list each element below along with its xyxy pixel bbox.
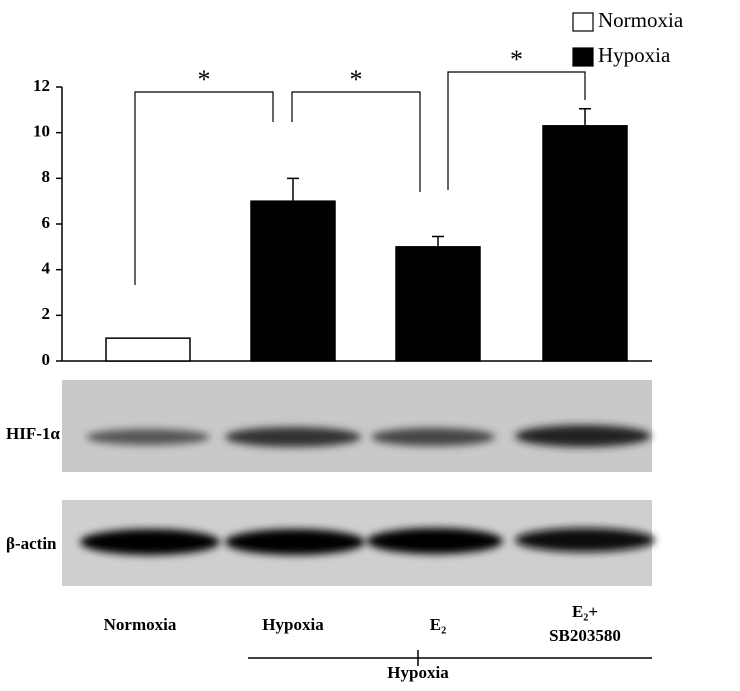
error-bar: [287, 177, 299, 202]
x-tick-label: Hypoxia: [262, 615, 324, 634]
x-tick-label: E₂+ SB203580: [549, 602, 621, 645]
y-tick-label: 12: [33, 76, 50, 95]
x-tick-label: Normoxia: [103, 615, 177, 634]
legend-swatch: [572, 12, 594, 32]
y-tick-label: 2: [42, 304, 51, 323]
bar: [395, 246, 481, 362]
y-tick-label: 6: [42, 213, 51, 232]
bar: [105, 337, 191, 362]
legend-label: Normoxia: [598, 8, 684, 32]
significance-bracket: [291, 91, 421, 192]
legend-label: Hypoxia: [598, 43, 671, 67]
group-label: Hypoxia: [387, 663, 449, 682]
blot-label: β-actin: [6, 534, 57, 553]
error-bar: [579, 107, 591, 126]
significance-label: *: [350, 65, 363, 94]
significance-bracket: [134, 91, 274, 285]
bar: [542, 125, 628, 362]
y-tick-label: 4: [42, 259, 51, 278]
y-tick-label: 10: [33, 122, 50, 141]
legend-swatch: [572, 47, 594, 67]
significance-label: *: [510, 45, 523, 74]
blot-label: HIF-1α: [6, 424, 60, 443]
x-tick-label: E₂: [429, 615, 447, 634]
y-tick-label: 0: [42, 350, 51, 369]
bar: [250, 200, 336, 362]
blot-panel: [62, 380, 652, 472]
significance-bracket: [447, 71, 586, 190]
significance-label: *: [198, 65, 211, 94]
y-tick-label: 8: [42, 167, 51, 186]
blot-bands: [80, 425, 655, 555]
error-bar: [432, 235, 444, 247]
